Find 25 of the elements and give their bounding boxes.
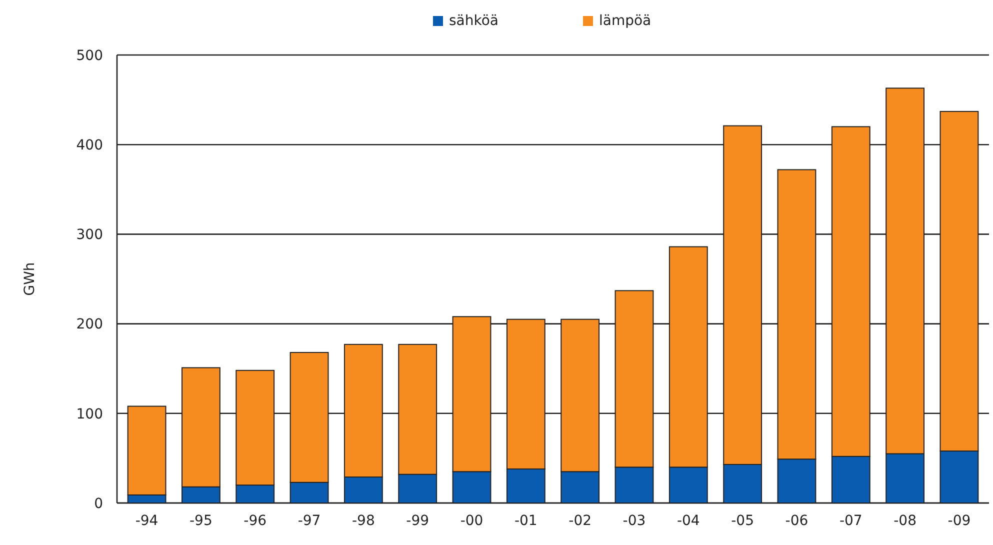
x-tick-label: -08 [894, 513, 916, 529]
y-tick-label: 100 [76, 406, 103, 422]
x-tick-label: -01 [514, 513, 538, 529]
x-tick-label: -99 [406, 513, 430, 529]
x-tick-label: -98 [352, 513, 375, 529]
x-tick-label: -06 [785, 513, 808, 529]
x-tick-label: -94 [135, 513, 158, 529]
y-tick-label: 200 [76, 316, 103, 333]
y-tick-label: 0 [94, 496, 103, 512]
x-tick-label: -04 [676, 513, 700, 529]
y-axis-title: GWh [22, 262, 38, 296]
legend-label: sähköä [449, 13, 498, 29]
y-tick-label: 300 [76, 227, 103, 244]
y-tick-label: 400 [76, 138, 103, 154]
x-tick-label: -96 [244, 513, 267, 529]
x-tick-label: -03 [622, 513, 646, 529]
y-tick-label: 500 [76, 48, 103, 64]
x-tick-label: -95 [190, 513, 212, 529]
legend-label: lämpöä [599, 13, 652, 29]
x-tick-label: -02 [568, 513, 592, 529]
x-tick-label: -05 [731, 513, 754, 529]
x-tick-label: -97 [298, 513, 321, 529]
x-tick-label: -09 [948, 513, 971, 529]
x-tick-label: -00 [460, 513, 484, 529]
x-tick-label: -07 [839, 513, 862, 529]
